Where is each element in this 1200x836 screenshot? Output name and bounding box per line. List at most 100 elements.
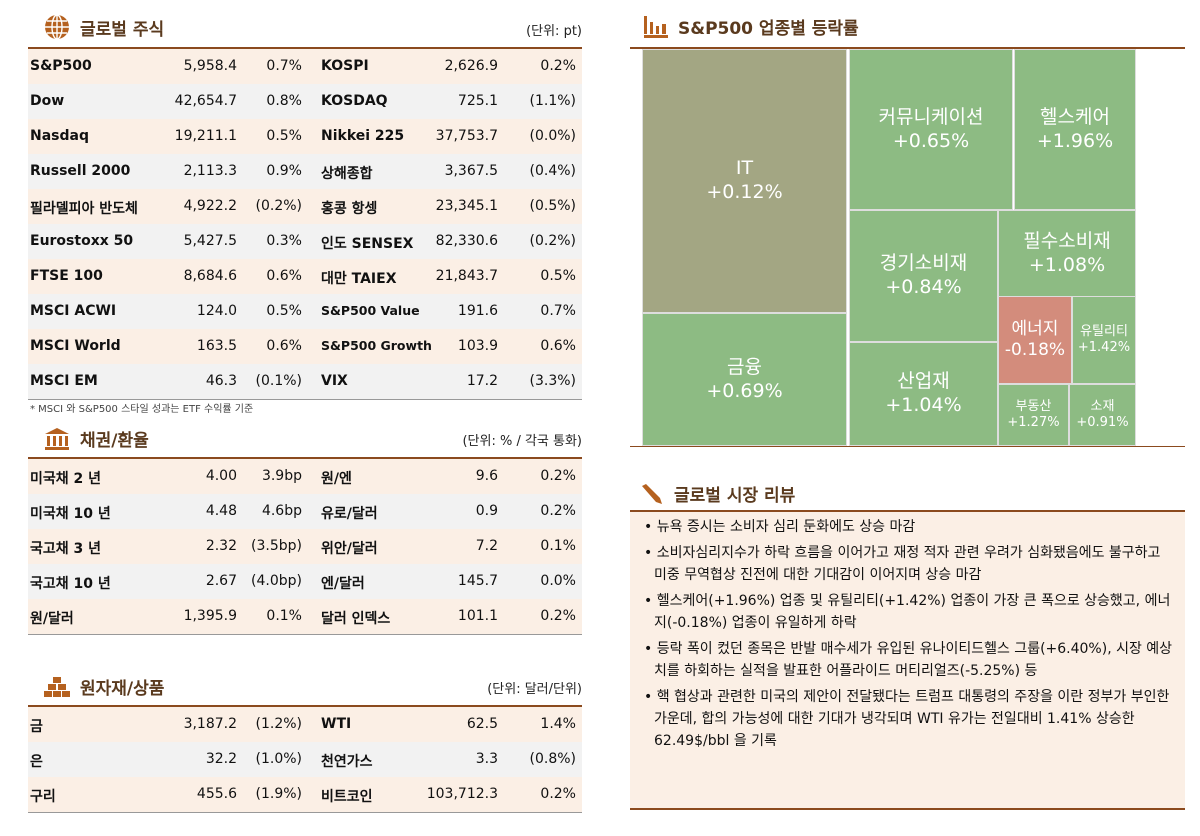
cell-value: 62.5 bbox=[466, 716, 498, 732]
cell-name: S&P500 Growth bbox=[321, 338, 432, 353]
table-row: Dow 42,654.7 0.8% KOSDAQ 725.1 (1.1%) bbox=[28, 84, 582, 119]
cell-value: 4.00 bbox=[205, 468, 237, 484]
cell-change: 0.2% bbox=[540, 786, 576, 802]
table-row: 원/달러 1,395.9 0.1% 달러 인덱스 101.1 0.2% bbox=[28, 599, 582, 634]
cell-change: (0.5%) bbox=[529, 198, 577, 214]
cell-value: 32.2 bbox=[205, 751, 237, 767]
table-row: Nasdaq 19,211.1 0.5% Nikkei 225 37,753.7 (0.0… bbox=[28, 119, 582, 154]
cell-name: WTI bbox=[321, 716, 352, 732]
bonds-title: 채권/환율 bbox=[80, 431, 149, 451]
cell-value: 2.67 bbox=[205, 573, 237, 589]
table-row: S&P500 5,958.4 0.7% KOSPI 2,626.9 0.2% bbox=[28, 49, 582, 84]
cell-name: Eurostoxx 50 bbox=[30, 233, 134, 249]
cell-value: 37,753.7 bbox=[435, 128, 498, 144]
table-row: MSCI World 163.5 0.6% S&P500 Growth 103.9 0.6… bbox=[28, 329, 582, 364]
cell-value: 3,367.5 bbox=[444, 163, 498, 179]
cell-name: 국고채 3 년 bbox=[30, 541, 102, 557]
cell-value: 0.9 bbox=[475, 503, 498, 519]
cell-value: 103.9 bbox=[457, 338, 498, 354]
table-row: 필라델피아 반도체 4,922.2 (0.2%) 홍콩 항셍 23,345.1 (0.5%… bbox=[28, 189, 582, 224]
cell-name: VIX bbox=[321, 373, 348, 389]
cell-value: 103,712.3 bbox=[426, 786, 498, 802]
bonds-table: 미국채 2 년 4.00 3.9bp 원/엔 9.6 0.2% 미국채 10 년 4.48 4.… bbox=[28, 457, 582, 635]
commodities-unit: (단위: 달러/단위) bbox=[487, 682, 582, 697]
cell-change: 0.5% bbox=[540, 268, 576, 284]
cell-change: 0.2% bbox=[540, 58, 576, 74]
cell-change: (1.0%) bbox=[255, 751, 303, 767]
sector-change: +0.84% bbox=[885, 276, 962, 298]
divider bbox=[630, 47, 1185, 49]
bar-chart-icon bbox=[644, 15, 668, 38]
sector-cell: 헬스케어 +1.96% bbox=[1014, 49, 1136, 210]
cell-change: 4.6bp bbox=[261, 503, 302, 519]
review-title: 글로벌 시장 리뷰 bbox=[674, 486, 796, 506]
table-row: 금 3,187.2 (1.2%) WTI 62.5 1.4% bbox=[28, 707, 582, 742]
cell-change: 1.4% bbox=[540, 716, 576, 732]
cell-name: MSCI ACWI bbox=[30, 303, 117, 319]
commodities-table: 금 3,187.2 (1.2%) WTI 62.5 1.4% 은 32.2 (1.0%) 천연가스… bbox=[28, 705, 582, 813]
review-box: • 뉴욕 증시는 소비자 심리 둔화에도 상승 마감 • 소비자심리지수가 하락 … bbox=[630, 510, 1185, 810]
cell-name: 유로/달러 bbox=[321, 506, 378, 522]
cell-value: 1,395.9 bbox=[183, 608, 237, 624]
sector-cell: 커뮤니케이션 +0.65% bbox=[849, 49, 1013, 210]
cell-change: 0.2% bbox=[540, 503, 576, 519]
cell-value: 46.3 bbox=[205, 373, 237, 389]
cell-name: S&P500 bbox=[30, 58, 92, 74]
cell-change: (1.9%) bbox=[255, 786, 303, 802]
cell-change: 0.2% bbox=[540, 468, 576, 484]
cell-value: 4,922.2 bbox=[183, 198, 237, 214]
sector-cell: 필수소비재 +1.08% bbox=[998, 210, 1136, 297]
sector-change: +1.27% bbox=[1007, 415, 1060, 430]
cell-value: 4.48 bbox=[205, 503, 237, 519]
sector-change: +1.08% bbox=[1028, 253, 1106, 276]
cell-name: Russell 2000 bbox=[30, 163, 131, 179]
cell-value: 7.2 bbox=[475, 538, 498, 554]
cell-value: 8,684.6 bbox=[183, 268, 237, 284]
cell-name: 달러 인덱스 bbox=[321, 611, 391, 627]
cell-name: 홍콩 항셍 bbox=[321, 201, 378, 217]
cell-value: 725.1 bbox=[457, 93, 498, 109]
cell-change: (3.3%) bbox=[529, 373, 577, 389]
table-row: Eurostoxx 50 5,427.5 0.3% 인도 SENSEX 82,330.6… bbox=[28, 224, 582, 259]
sector-name: 부동산 bbox=[1015, 398, 1052, 414]
gold-bars-icon bbox=[44, 676, 70, 697]
cell-change: (0.1%) bbox=[255, 373, 303, 389]
sector-name: 에너지 bbox=[1011, 318, 1059, 339]
cell-change: (0.8%) bbox=[529, 751, 577, 767]
sector-cell: 금융 +0.69% bbox=[642, 313, 847, 446]
table-row: 구리 455.6 (1.9%) 비트코인 103,712.3 0.2% bbox=[28, 777, 582, 812]
cell-change: 0.5% bbox=[266, 303, 302, 319]
pen-icon bbox=[642, 483, 662, 504]
cell-change: (0.2%) bbox=[529, 233, 577, 249]
cell-change: 0.5% bbox=[266, 128, 302, 144]
sector-name: 필수소비재 bbox=[1023, 229, 1111, 252]
review-bullet: • 등락 폭이 컸던 종목은 반발 매수세가 유입된 유나이티드헬스 그룹(+6… bbox=[644, 641, 1173, 679]
table-row: FTSE 100 8,684.6 0.6% 대만 TAIEX 21,843.7 0.5% bbox=[28, 259, 582, 294]
cell-value: 82,330.6 bbox=[435, 233, 498, 249]
cell-value: 2,113.3 bbox=[183, 163, 237, 179]
commodities-title: 원자재/상품 bbox=[80, 679, 165, 699]
cell-value: 21,843.7 bbox=[435, 268, 498, 284]
sector-cell: 유틸리티 +1.42% bbox=[1072, 296, 1136, 384]
cell-name: 원/달러 bbox=[30, 611, 74, 627]
cell-name: S&P500 Value bbox=[321, 303, 420, 318]
cell-change: 0.2% bbox=[540, 608, 576, 624]
review-bullet: • 핵 협상과 관련한 미국의 제안이 전달됐다는 트럼프 대통령의 주장을 이… bbox=[644, 689, 1170, 749]
cell-value: 101.1 bbox=[457, 608, 498, 624]
cell-change: 0.7% bbox=[266, 58, 302, 74]
cell-change: 0.8% bbox=[266, 93, 302, 109]
table-row: 국고채 3 년 2.32 (3.5bp) 위안/달러 7.2 0.1% bbox=[28, 529, 582, 564]
sector-cell: 소재 +0.91% bbox=[1069, 384, 1136, 446]
cell-name: 필라델피아 반도체 bbox=[30, 201, 138, 217]
cell-change: 3.9bp bbox=[261, 468, 302, 484]
cell-change: 0.6% bbox=[266, 268, 302, 284]
cell-name: 미국채 2 년 bbox=[30, 471, 102, 487]
table-row: MSCI ACWI 124.0 0.5% S&P500 Value 191.6 0.7% bbox=[28, 294, 582, 329]
review-bullet: • 소비자심리지수가 하락 흐름을 이어가고 재정 적자 관련 우려가 심화됐음… bbox=[644, 545, 1161, 583]
cell-name: KOSDAQ bbox=[321, 93, 388, 109]
sector-cell: IT +0.12% bbox=[642, 49, 847, 313]
cell-value: 5,427.5 bbox=[183, 233, 237, 249]
sectors-title: S&P500 업종별 등락률 bbox=[678, 19, 859, 39]
sector-treemap: IT +0.12% 금융 +0.69% 커뮤니케이션 +0.65% 헬스케어 +1.96% 경기… bbox=[642, 49, 1136, 446]
cell-name: 국고채 10 년 bbox=[30, 576, 111, 592]
